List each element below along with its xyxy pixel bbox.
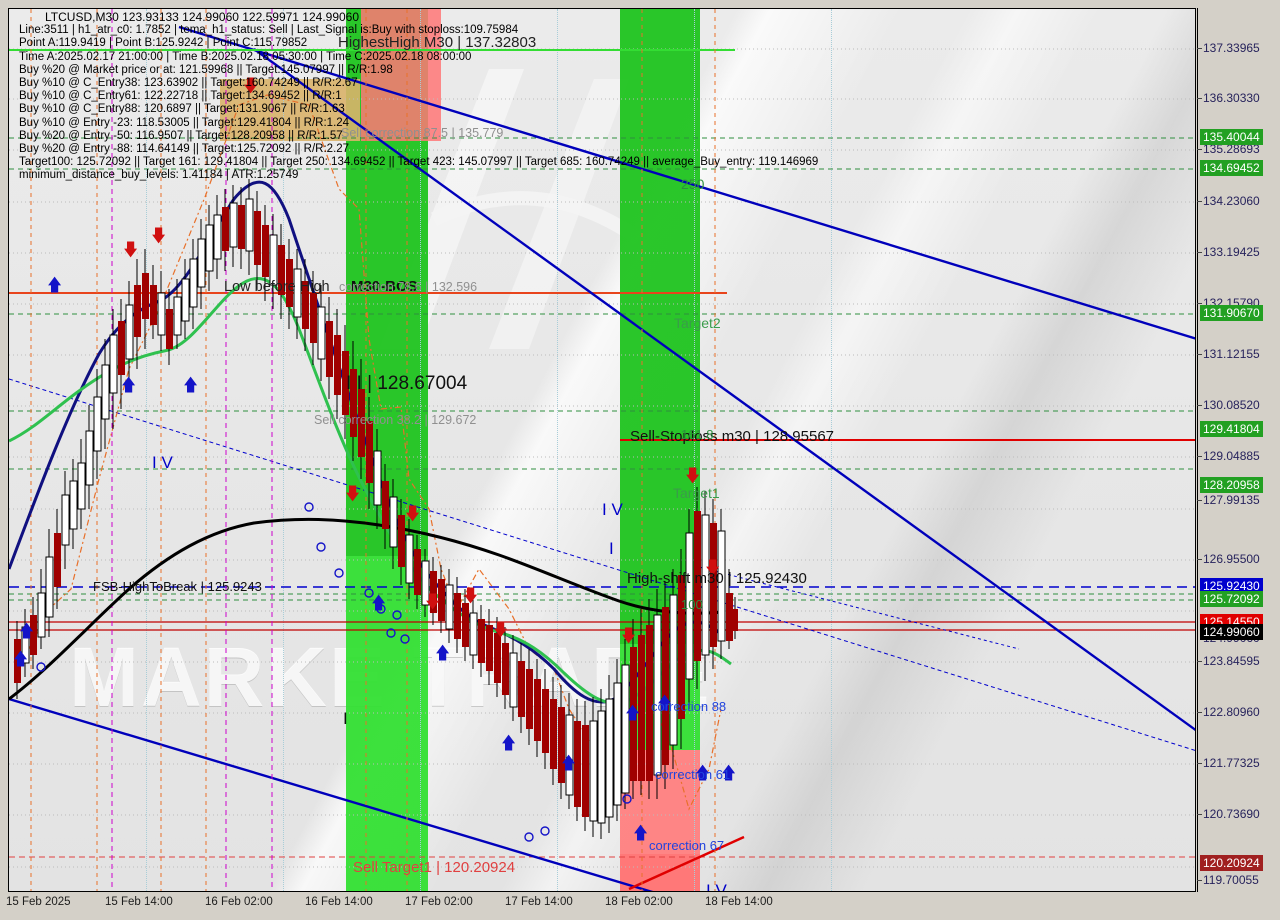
price-badge-current: 124.99060	[1200, 624, 1263, 640]
price-tick: 133.19425	[1203, 245, 1260, 259]
annotation-wave-i-right: I	[609, 539, 614, 558]
price-tick: 126.95500	[1203, 552, 1260, 566]
price-tick: 123.84595	[1203, 654, 1260, 668]
price-tick: 135.28693	[1203, 142, 1260, 156]
annotation-low-before-high: Low before High	[224, 279, 330, 295]
annotation-correction-67: correction 67	[649, 838, 725, 853]
header-line: Buy %10 @ C_Entry88: 120.6897 || Target:…	[19, 103, 345, 116]
vgrid	[694, 9, 695, 891]
price-tick: 134.23060	[1203, 194, 1260, 208]
vgrid	[831, 9, 832, 891]
header-line: Buy %10 @ Entry -23: 118.53005 || Target…	[19, 116, 350, 129]
price-tick: 129.04885	[1203, 449, 1260, 463]
price-tick: 136.30330	[1203, 91, 1260, 105]
price-badge-128: 128.20958	[1200, 477, 1263, 493]
price-badge-134: 134.69452	[1200, 160, 1263, 176]
price-tick: 121.77325	[1203, 756, 1260, 770]
header-line: Buy %20 @ Entry -88: 114.64149 || Target…	[19, 143, 350, 156]
price-badge-125-green: 125.72092	[1200, 591, 1263, 607]
annotation-sell-target1: Sell Target1 | 120.20924	[353, 859, 516, 876]
price-tick: 137.33965	[1203, 41, 1260, 55]
header-line: Buy %10 @ C_Entry38: 123.63902 || Target…	[19, 77, 358, 90]
zone-red-bottom	[620, 854, 700, 891]
vgrid	[146, 9, 147, 891]
time-tick: 16 Feb 02:00	[205, 896, 273, 908]
header-line: Point A:119.9419 | Point B:125.9242 | Po…	[19, 37, 308, 50]
price-badge-125-blue: 125.92430	[1200, 578, 1263, 594]
price-tick: 119.70055	[1203, 873, 1259, 887]
chart-vectors	[9, 9, 1195, 891]
annotation-correction-786: correction 78.6 | 132.596	[339, 280, 478, 294]
time-scale[interactable]: 15 Feb 2025 15 Feb 14:00 16 Feb 02:00 16…	[0, 896, 1200, 918]
annotation-sell-stoploss: Sell-Stoploss m30 | 128.95567	[630, 428, 835, 445]
time-tick: 18 Feb 02:00	[605, 896, 673, 908]
time-tick: 17 Feb 14:00	[505, 896, 573, 908]
annotation-target1: Target1	[673, 485, 720, 501]
header-line: minimum_distance_buy_levels: 1.41184 | A…	[19, 169, 299, 182]
header-line: Target100: 125.72092 || Target 161: 129.…	[19, 156, 819, 169]
header-line: Line:3511 | h1_atr_c0: 1.7852 | tema_h1_…	[19, 24, 519, 37]
vgrid	[557, 9, 558, 891]
annotation-wave-i-left: I	[343, 709, 348, 728]
price-tick: 130.08520	[1203, 398, 1260, 412]
chart-plot-area[interactable]: MARKE TRADE	[8, 8, 1196, 892]
annotation-correction-88: correction 88	[651, 699, 727, 714]
chart-header-info: LTCUSD,M30 123.93133 124.99060 122.59971…	[19, 10, 819, 183]
time-tick: 15 Feb 14:00	[105, 896, 173, 908]
price-tick: 120.73690	[1203, 807, 1260, 821]
price-badge-131: 131.90670	[1200, 305, 1263, 321]
time-tick: 18 Feb 14:00	[705, 896, 773, 908]
zone-red-top	[361, 9, 441, 141]
annotation-sell-correction-382: Sell correction 38.2 | 129.672	[314, 413, 477, 427]
header-line: Buy %10 @ C_Entry61: 122.22718 || Target…	[19, 90, 342, 103]
header-line: Buy %20 @ Entry -50: 116.9507 || Target:…	[19, 129, 343, 142]
annotation-level-100: 100	[681, 597, 703, 612]
price-scale[interactable]: 137.33965 136.30330 135.28693 134.23060 …	[1197, 8, 1277, 892]
time-tick: 16 Feb 14:00	[305, 896, 373, 908]
price-scale-divider	[1197, 8, 1198, 892]
vgrid	[420, 9, 421, 891]
time-tick: 15 Feb 2025	[6, 896, 71, 908]
price-badge-120: 120.20924	[1200, 855, 1263, 871]
annotation-high-shift: High-shift m30 | 125.92430	[627, 570, 807, 587]
annotation-correction-61: correction 61	[655, 767, 731, 782]
time-tick: 17 Feb 02:00	[405, 896, 473, 908]
header-line: Buy %20 @ Market price or at: 121.59968 …	[19, 63, 393, 76]
price-badge-135: 135.40044	[1200, 129, 1263, 145]
annotation-fsb-high-to-break: FSB-HighToBreak | 125.9243	[93, 579, 262, 594]
price-badge-129: 129.41804	[1200, 421, 1263, 437]
symbol-ohlc-line: LTCUSD,M30 123.93133 124.99060 122.59971…	[45, 10, 360, 24]
price-tick: 127.99135	[1203, 493, 1260, 507]
annotation-mid-price: I I | 128.67004	[346, 373, 468, 394]
annotation-wave-iv-bottom: I V	[706, 881, 727, 892]
vgrid	[283, 9, 284, 891]
annotation-level-1618: 161.8	[681, 427, 714, 442]
annotation-wave-iv-right: I V	[602, 500, 623, 519]
price-tick: 131.12155	[1203, 347, 1260, 361]
header-line: Time A:2025.02.17 21:00:00 | Time B:2025…	[19, 50, 472, 63]
annotation-target2: Target2	[674, 315, 721, 331]
price-tick: 122.80960	[1203, 705, 1260, 719]
annotation-wave-iv-left: I V	[152, 453, 173, 472]
